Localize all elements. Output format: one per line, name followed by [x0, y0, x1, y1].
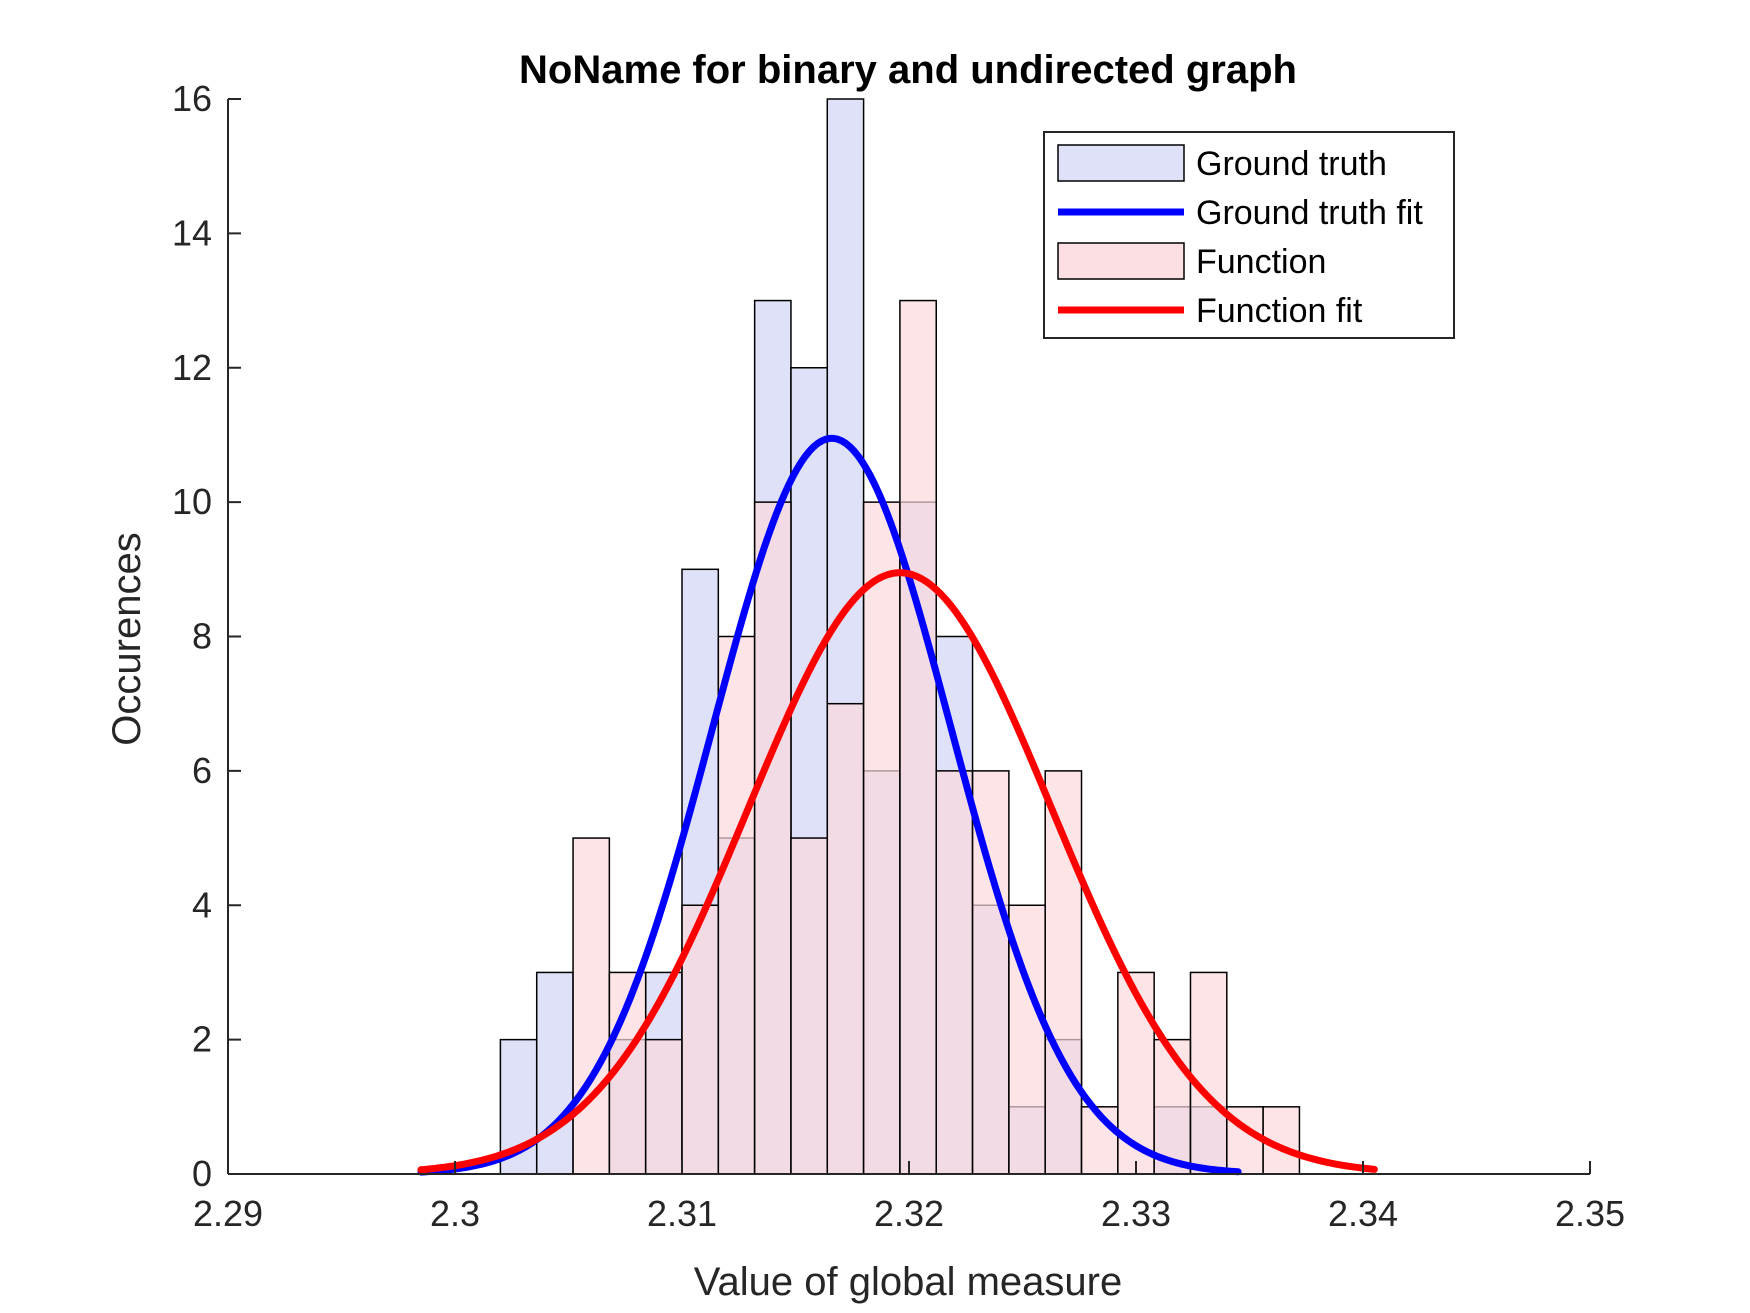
legend-entry-label: Function: [1196, 243, 1326, 281]
y-tick-label: 2: [192, 1019, 212, 1060]
x-tick-label: 2.33: [1101, 1193, 1171, 1234]
ground-truth-bar-1: [535, 971, 574, 1175]
function-bars: [572, 299, 1301, 1175]
function-bar-6: [790, 837, 829, 1175]
legend-entry-label: Function fit: [1196, 292, 1363, 330]
chart-title: NoName for binary and undirected graph: [519, 48, 1297, 92]
x-axis-ticks: 2.29 2.3 2.31 2.32 2.33 2.34 2.35: [193, 1161, 1625, 1234]
y-tick-label: 4: [192, 884, 212, 925]
x-tick-label: 2.34: [1328, 1193, 1398, 1234]
function-bar-2: [644, 1038, 683, 1175]
x-tick-label: 2.3: [430, 1193, 480, 1234]
y-tick-label: 14: [172, 212, 212, 253]
y-axis-label: Occurences: [105, 532, 149, 745]
y-tick-label: 0: [192, 1153, 212, 1194]
legend-entry-label: Ground truth: [1196, 145, 1387, 183]
y-tick-label: 10: [172, 481, 212, 522]
y-tick-label: 6: [192, 750, 212, 791]
fit-lines: [417, 434, 1378, 1176]
x-tick-label: 2.29: [193, 1193, 263, 1234]
function-bar-13: [1044, 770, 1083, 1175]
function-bar-9: [899, 299, 937, 1175]
legend-swatch: [1057, 144, 1185, 182]
function-fit-line: [417, 569, 1378, 1174]
function-bar-7: [826, 702, 865, 1175]
function-bar-0: [572, 837, 611, 1175]
function-bar-5: [753, 501, 792, 1175]
y-tick-label: 12: [172, 347, 212, 388]
function-bar-17: [1189, 971, 1228, 1175]
x-tick-label: 2.31: [647, 1193, 717, 1234]
function-bar-4: [717, 635, 756, 1175]
x-tick-label: 2.35: [1555, 1193, 1625, 1234]
legend-entry-label: Ground truth fit: [1196, 194, 1423, 232]
x-tick-label: 2.32: [874, 1193, 944, 1234]
legend: Ground truth Ground truth fit Function Func…: [1043, 131, 1455, 339]
y-axis-ticks: 0 2 4 6 8 10 12 14 16: [172, 78, 241, 1194]
function-bar-10: [935, 770, 974, 1175]
y-tick-label: 16: [172, 78, 212, 119]
function-bar-8: [862, 501, 901, 1175]
x-axis-label: Value of global measure: [694, 1260, 1122, 1304]
y-tick-label: 8: [192, 616, 212, 657]
legend-swatch: [1057, 242, 1185, 280]
